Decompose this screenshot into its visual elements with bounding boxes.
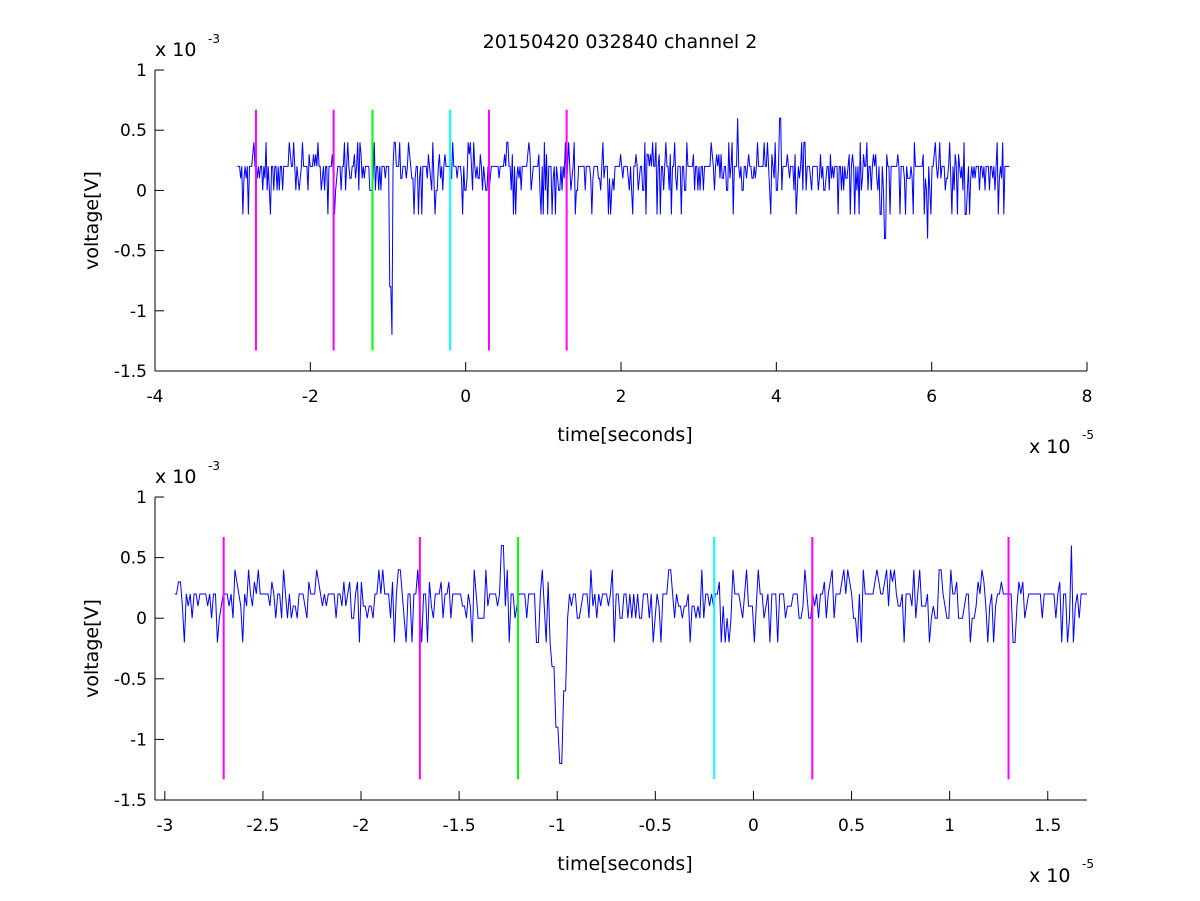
x-exponent: -5 (1082, 857, 1094, 871)
x-tick-label: -0.5 (639, 816, 672, 836)
x-tick-label: -1 (549, 816, 566, 836)
x-multiplier: x 10 (1029, 865, 1070, 887)
x-tick-label: 2 (616, 387, 627, 407)
x-axis-label: time[seconds] (557, 424, 692, 446)
x-tick-label: 4 (771, 387, 782, 407)
y-axis-label: voltage[V] (81, 599, 103, 698)
y-tick-label: -1 (130, 302, 147, 322)
x-tick-label: -2 (353, 816, 370, 836)
y-tick-label: 0.5 (120, 549, 147, 569)
y-tick-label: 0 (136, 181, 147, 201)
signal-trace (237, 117, 1010, 335)
y-multiplier: x 10 (155, 466, 196, 488)
y-tick-label: 0 (136, 609, 147, 629)
x-tick-label: -2 (302, 387, 319, 407)
y-tick-label: -0.5 (114, 670, 147, 690)
x-tick-label: 0 (748, 816, 759, 836)
chart-title: 20150420 032840 channel 2 (483, 31, 758, 53)
y-tick-label: 0.5 (120, 121, 147, 141)
x-tick-label: 0.5 (838, 816, 865, 836)
x-tick-label: 6 (926, 387, 937, 407)
y-tick-label: -0.5 (114, 242, 147, 262)
top-plot: -1.5 -1 -0.5 0 0.5 1 -4 -2 0 2 4 6 8 time[seconds] vol… (81, 32, 1094, 458)
x-tick-label: -4 (147, 387, 164, 407)
x-axis-label: time[seconds] (557, 853, 692, 875)
signal-trace (174, 544, 1087, 765)
x-tick-label: -1.5 (443, 816, 476, 836)
y-tick-label: -1 (130, 730, 147, 750)
x-tick-label: 1.5 (1034, 816, 1061, 836)
x-tick-label: -2.5 (246, 816, 279, 836)
y-axis-label: voltage[V] (81, 171, 103, 270)
y-exponent: -3 (208, 459, 220, 473)
y-tick-label: 1 (136, 61, 147, 81)
y-tick-label: 1 (136, 488, 147, 508)
x-tick-label: 8 (1082, 387, 1093, 407)
x-tick-label: 0 (460, 387, 471, 407)
x-multiplier: x 10 (1029, 436, 1070, 458)
y-multiplier: x 10 (155, 39, 196, 61)
y-tick-label: -1.5 (114, 362, 147, 382)
x-tick-label: 1 (944, 816, 955, 836)
y-tick-label: -1.5 (114, 791, 147, 811)
x-tick-label: -3 (156, 816, 173, 836)
bottom-plot: -1.5 -1 -0.5 0 0.5 1 -3 -2.5 -2 -1.5 -1 -0.5 0 0.5 1 1.… (81, 459, 1094, 887)
x-exponent: -5 (1082, 428, 1094, 442)
y-exponent: -3 (208, 32, 220, 46)
